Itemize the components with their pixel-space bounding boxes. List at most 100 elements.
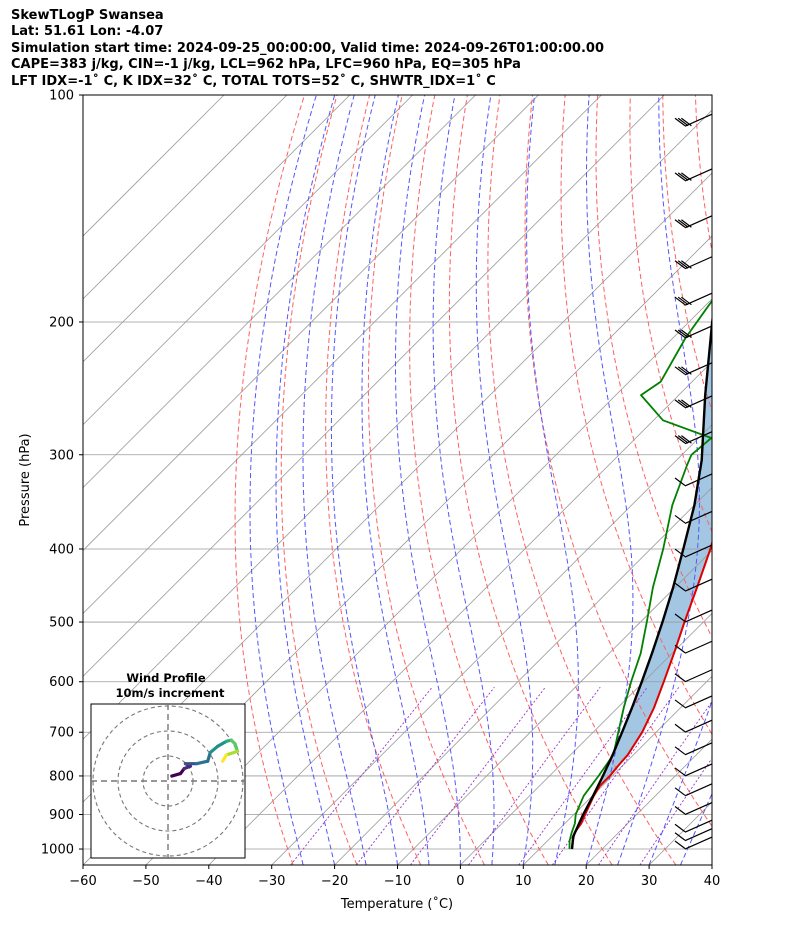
cape-line: CAPE=383 j/kg, CIN=-1 j/kg, LCL=962 hPa,… (11, 57, 521, 73)
wind-barb-staff (684, 578, 713, 592)
mixing-ratio-line (355, 686, 495, 865)
wind-barb-flag (681, 399, 692, 408)
y-tick-label: 300 (49, 448, 74, 463)
wind-barb-flag (674, 823, 686, 833)
wind-barb-flag (674, 787, 686, 796)
wind-barb (674, 763, 713, 777)
dry-adiabat-line (761, 95, 794, 865)
dry-adiabat-line (234, 95, 305, 865)
y-tick-label: 500 (49, 616, 74, 631)
wind-barb (674, 801, 713, 816)
isotherm-line (83, 95, 476, 489)
dry-adiabat-line (662, 95, 712, 413)
mixing-ratio-line (598, 700, 712, 865)
wind-barb-staff (684, 819, 713, 833)
wind-barb-flag (674, 699, 686, 708)
wind-barb-flag (677, 172, 689, 181)
dry-adiabat-line (629, 95, 712, 533)
wind-barb (674, 609, 713, 623)
wind-barb-flag (681, 366, 692, 375)
dry-adiabat-line (560, 95, 712, 736)
x-tick-label: −10 (384, 874, 411, 889)
y-tick-label: 200 (49, 315, 74, 330)
mixing-ratio-line (468, 686, 601, 865)
y-tick-label: 600 (49, 675, 74, 690)
wind-barb (674, 742, 713, 756)
wind-barb (674, 395, 713, 409)
wind-barb-flag (681, 172, 692, 181)
inset-title: Wind Profile (126, 671, 206, 685)
isotherm-line (83, 95, 665, 677)
x-tick-label: −20 (321, 874, 348, 889)
wind-barb-staff (684, 609, 713, 623)
x-tick-label: 20 (578, 874, 595, 889)
x-tick-label: 10 (515, 874, 532, 889)
isotherm-line (271, 424, 712, 865)
isotherm-line (83, 95, 602, 614)
wind-barb-staff (684, 719, 713, 733)
profile-lines (568, 299, 712, 850)
isotherm-line (523, 675, 712, 865)
wind-barb-flag (674, 723, 686, 733)
wind-barb-flag (677, 219, 689, 228)
hodograph-segment (221, 753, 228, 763)
isotherm-line (334, 487, 712, 865)
x-axis-label: Temperature (˚C) (340, 896, 453, 912)
wind-barb-staff (684, 473, 713, 487)
dry-adiabat-line (694, 95, 712, 254)
dry-adiabat-line (728, 95, 794, 865)
wind-barb-flag (681, 260, 692, 269)
wind-barb (674, 719, 713, 733)
wind-barb-flag (674, 746, 686, 755)
wind-barb-flag (681, 219, 692, 228)
chart-header: SkewTLogP Swansea Lat: 51.61 Lon: -4.07 … (11, 8, 604, 90)
y-tick-label: 1000 (41, 843, 74, 858)
moist-adiabat-line (302, 95, 367, 865)
wind-barb-flag (677, 329, 689, 338)
wind-barb-staff (684, 695, 713, 709)
wind-barb-flag (674, 548, 686, 558)
x-tick-label: −30 (258, 874, 285, 889)
hodograph-segment (195, 759, 210, 766)
wind-barb (674, 215, 713, 229)
moist-adiabat-line (275, 95, 336, 865)
x-tick-label: −40 (195, 874, 222, 889)
wind-barb-flag (674, 673, 686, 682)
x-tick-label: 0 (456, 874, 464, 889)
wind-barb (674, 256, 713, 270)
wind-barb (674, 828, 713, 842)
wind-barb-flag (674, 477, 686, 486)
dry-adiabat-line (280, 95, 358, 865)
dewpoint-line (568, 299, 712, 850)
dry-adiabat-line (367, 95, 485, 865)
wind-barb (674, 544, 713, 558)
wind-barb-flag (674, 582, 686, 592)
hodograph-segment (216, 739, 228, 748)
x-tick-label: −50 (132, 874, 159, 889)
temperature-line (571, 539, 712, 850)
isotherm-line (83, 95, 351, 363)
wind-barb-flag (677, 117, 689, 127)
wind-barb (674, 362, 713, 376)
isotherm-line (145, 298, 712, 865)
wind-barb-flag (674, 329, 686, 338)
y-axis-ticks: 100 200 300 400 500 600 700 800 900 1000 (41, 89, 83, 858)
wind-barb-flag (677, 366, 689, 375)
wind-barb-flag (674, 644, 686, 654)
wind-barb-flag (674, 435, 686, 444)
inset-subtitle: 10m/s increment (116, 686, 225, 700)
wind-barb-staff (684, 783, 713, 797)
wind-barb-staff (684, 640, 713, 654)
mixing-ratio-line (639, 757, 712, 865)
wind-barb-staff (684, 669, 713, 683)
indices-line: LFT IDX=-1˚ C, K IDX=32˚ C, TOTAL TOTS=5… (11, 73, 496, 89)
wind-barb (674, 168, 713, 182)
dry-adiabat-line (448, 95, 613, 865)
wind-barb-flag (674, 514, 686, 524)
wind-barb-flag (674, 806, 686, 815)
moist-adiabat-line (526, 95, 579, 865)
wind-barb-flag (681, 435, 692, 444)
dry-adiabat-line (409, 95, 549, 865)
dry-adiabat-line (325, 95, 422, 865)
dry-adiabat-line (595, 95, 712, 639)
